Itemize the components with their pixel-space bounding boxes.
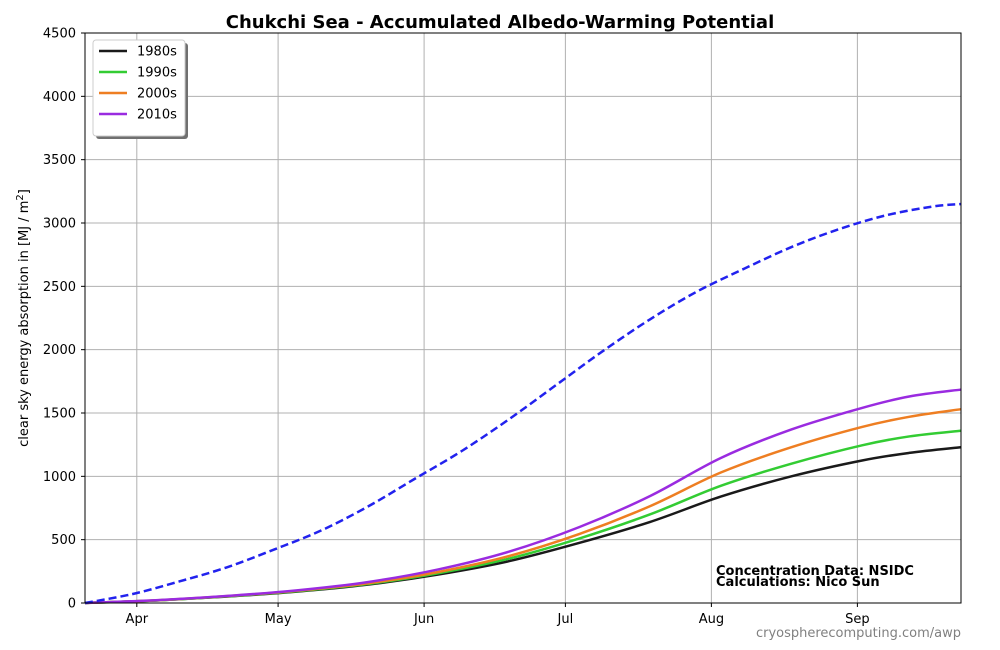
y-tick-label: 3000 (43, 217, 76, 232)
y-axis-label-end: ] (17, 189, 32, 194)
series-line-dashed-4 (84, 202, 962, 605)
legend-box (92, 39, 186, 137)
y-tick-label: 1000 (43, 470, 76, 485)
y-axis-label-superscript: 2 (15, 194, 26, 200)
series-line-2010s (84, 388, 962, 605)
x-tick-label: Aug (699, 612, 724, 627)
legend-label: 1990s (137, 66, 177, 81)
y-axis-ticks: 0 500 1000 1500 2000 2500 3000 3500 4000 4500 (43, 27, 85, 612)
y-tick-label: 2500 (43, 280, 76, 295)
legend-label: 2010s (137, 108, 177, 123)
y-tick-label: 4500 (43, 27, 76, 42)
legend-label: 2000s (137, 87, 177, 102)
y-tick-label: 1500 (43, 407, 76, 422)
legend: 1980s 1990s 2000s 2010s (92, 39, 188, 139)
y-tick-label: 3500 (43, 153, 76, 168)
x-tick-label: Jul (557, 612, 574, 627)
x-axis-ticks: Apr May Jun Jul Aug Sep (126, 603, 870, 627)
y-tick-label: 4000 (43, 90, 76, 105)
y-tick-label: 0 (68, 597, 76, 612)
annotation-calculations: Calculations: Nico Sun (716, 575, 880, 590)
y-tick-label: 500 (51, 533, 76, 548)
y-axis-label-main: clear sky energy absorption in [MJ / m (17, 201, 32, 447)
x-tick-label: Sep (845, 612, 870, 627)
series-lines (84, 202, 962, 605)
x-tick-label: Jun (413, 612, 434, 627)
legend-label: 1980s (137, 45, 177, 60)
annotation-concentration: Concentration Data: NSIDC (716, 564, 914, 579)
watermark: cryospherecomputing.com/awp (756, 626, 961, 641)
y-tick-label: 2000 (43, 343, 76, 358)
chart-title: Chukchi Sea - Accumulated Albedo-Warming… (226, 12, 775, 33)
y-axis-label: clear sky energy absorption in [MJ / m2] (15, 189, 32, 447)
plot-frame (84, 32, 962, 604)
x-tick-label: Apr (126, 612, 149, 627)
x-tick-label: May (265, 612, 292, 627)
